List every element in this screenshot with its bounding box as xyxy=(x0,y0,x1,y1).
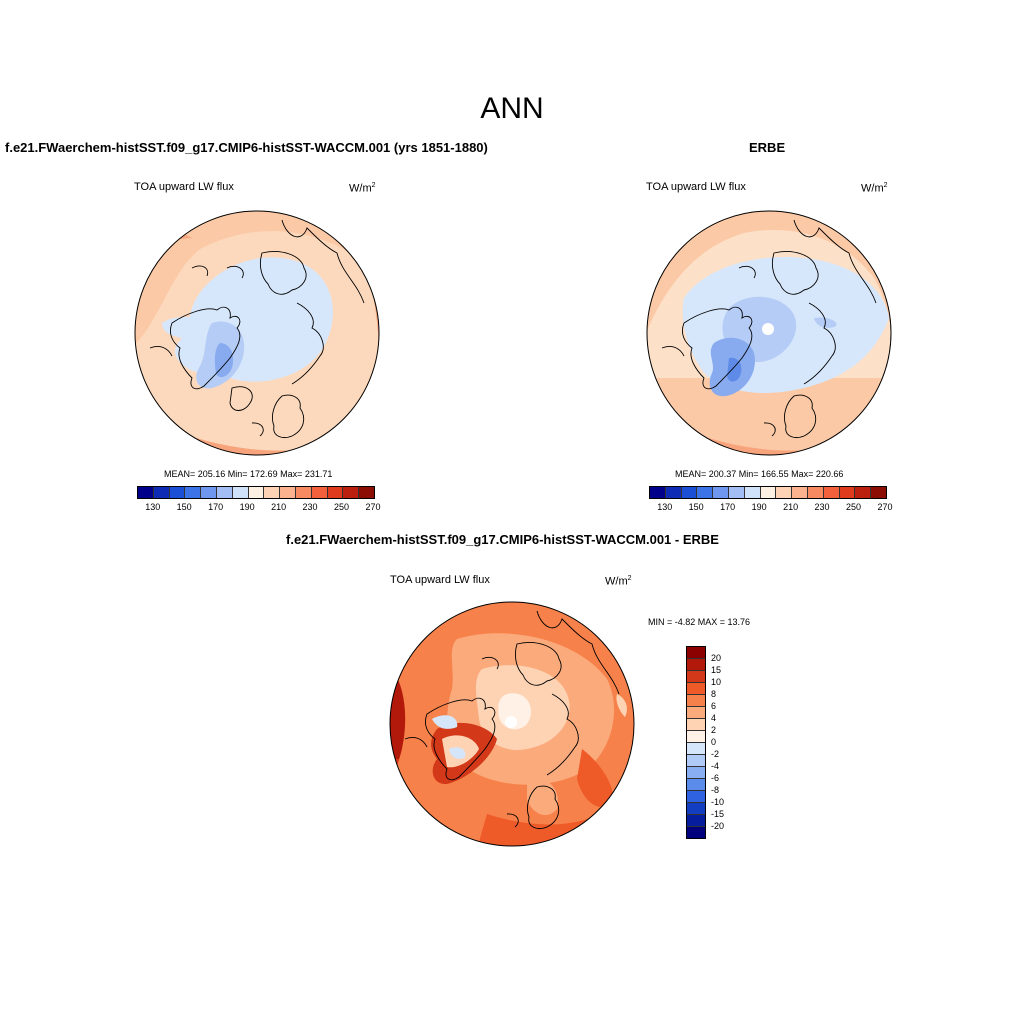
panel-3-colorbar-swatch xyxy=(687,719,705,731)
panel-3-colorbar-swatch xyxy=(687,743,705,755)
panel-3-colorbar xyxy=(686,646,706,839)
panel-3-colorbar-tick-label: 2 xyxy=(711,725,717,735)
panel-1-stats: MEAN= 205.16 Min= 172.69 Max= 231.71 xyxy=(164,469,333,479)
panel-2-colorbar-swatch xyxy=(792,487,808,498)
panel-2-colorbar xyxy=(649,486,887,499)
panel-3-colorbar-tick-label: 20 xyxy=(711,653,722,663)
panel-3-colorbar-tick-label: -2 xyxy=(711,749,720,759)
panel-2-colorbar-swatch xyxy=(650,487,666,498)
panel-2-colorbar-swatch xyxy=(807,487,824,498)
panel-1-units: W/m2 xyxy=(349,182,376,195)
panel-3-colorbar-tick-label: -15 xyxy=(711,809,725,819)
panel-1-colorbar-swatch xyxy=(216,487,233,498)
panel-2-title: ERBE xyxy=(749,140,786,155)
panel-3-colorbar-swatch xyxy=(687,827,705,838)
panel-2-colorbar-tick-label: 170 xyxy=(720,502,736,512)
panel-3-colorbar-tick-label: -20 xyxy=(711,821,725,831)
panel-3-colorbar-ticks: 20 15 10 8 6 4 2 0 -2 -4 -6 -8 -10 -15 -20 xyxy=(709,646,749,846)
panel-1-colorbar-swatch xyxy=(138,487,154,498)
panel-2-colorbar-swatch xyxy=(871,487,886,498)
panel-1-colorbar-tick-label: 150 xyxy=(176,502,192,512)
panel-3-colorbar-tick-label: -6 xyxy=(711,773,720,783)
panel-2-colorbar-swatch xyxy=(665,487,682,498)
panel-3-colorbar-tick-label: 4 xyxy=(711,713,717,723)
panel-3-polar-map xyxy=(389,601,635,847)
panel-1-colorbar-swatch xyxy=(153,487,170,498)
panel-1-colorbar-tick-label: 230 xyxy=(302,502,318,512)
panel-3-colorbar-tick-label: -4 xyxy=(711,761,720,771)
panel-1-colorbar-tick-label: 270 xyxy=(365,502,381,512)
panel-2-colorbar-swatch xyxy=(713,487,729,498)
panel-3-colorbar-tick-label: 10 xyxy=(711,677,722,687)
panel-3-colorbar-swatch xyxy=(687,659,705,671)
panel-2-colorbar-swatch xyxy=(697,487,714,498)
panel-3-colorbar-swatch xyxy=(687,803,705,815)
panel-3-colorbar-swatch xyxy=(687,707,705,719)
panel-3-colorbar-tick-label: 6 xyxy=(711,701,717,711)
panel-2-colorbar-tick-label: 150 xyxy=(688,502,704,512)
panel-2-colorbar-tick-label: 270 xyxy=(877,502,893,512)
panel-3-colorbar-swatch xyxy=(687,767,705,779)
panel-3-colorbar-tick-label: -8 xyxy=(711,785,720,795)
panel-1-colorbar-tick-label: 170 xyxy=(208,502,224,512)
panel-3-colorbar-tick-label: 0 xyxy=(711,737,717,747)
panel-1-colorbar-swatch xyxy=(232,487,249,498)
panel-3-colorbar-swatch xyxy=(687,815,705,827)
panel-1-colorbar-swatch xyxy=(359,487,374,498)
panel-3-colorbar-swatch xyxy=(687,647,705,659)
panel-3-colorbar-swatch xyxy=(687,755,705,767)
panel-2-colorbar-tick-label: 250 xyxy=(846,502,862,512)
panel-2-colorbar-swatch xyxy=(760,487,777,498)
panel-2-variable-label: TOA upward LW flux xyxy=(646,181,746,193)
panel-3-colorbar-swatch xyxy=(687,683,705,695)
panel-1-colorbar-swatch xyxy=(295,487,312,498)
panel-2-colorbar-tick-label: 190 xyxy=(751,502,767,512)
panel-1-colorbar-tick-label: 250 xyxy=(334,502,350,512)
page-title: ANN xyxy=(480,92,544,125)
panel-2-colorbar-tick-label: 210 xyxy=(783,502,799,512)
panel-3-min-max: MIN = -4.82 MAX = 13.76 xyxy=(648,617,751,627)
panel-2-colorbar-swatch xyxy=(823,487,840,498)
panel-1-colorbar-swatch xyxy=(169,487,186,498)
panel-3-colorbar-tick-label: -10 xyxy=(711,797,725,807)
panel-1-polar-map xyxy=(134,210,380,456)
panel-3-colorbar-swatch xyxy=(687,731,705,743)
panel-1-colorbar-swatch xyxy=(264,487,281,498)
panel-2-colorbar-tick-label: 230 xyxy=(814,502,830,512)
panel-1-colorbar-swatch xyxy=(185,487,202,498)
panel-1-colorbar-tick-label: 190 xyxy=(239,502,255,512)
panel-2-polar-map xyxy=(646,210,892,456)
panel-2-colorbar-swatch xyxy=(776,487,793,498)
panel-1-colorbar-swatch xyxy=(311,487,328,498)
panel-2-units: W/m2 xyxy=(861,182,888,195)
panel-1-colorbar-tick-label: 130 xyxy=(145,502,161,512)
panel-1-colorbar xyxy=(137,486,375,499)
panel-2-colorbar-swatch xyxy=(839,487,856,498)
panel-1-colorbar-swatch xyxy=(343,487,360,498)
panel-3-colorbar-swatch xyxy=(687,779,705,791)
panel-3-title: f.e21.FWaerchem-histSST.f09_g17.CMIP6-hi… xyxy=(286,532,719,547)
panel-1-colorbar-tick-label: 210 xyxy=(271,502,287,512)
panel-3-colorbar-swatch xyxy=(687,671,705,683)
panel-3-colorbar-tick-label: 8 xyxy=(711,689,717,699)
panel-3-colorbar-swatch xyxy=(687,791,705,803)
panel-1-colorbar-swatch xyxy=(280,487,296,498)
panel-1-colorbar-swatch xyxy=(327,487,344,498)
panel-2-colorbar-swatch xyxy=(681,487,698,498)
panel-3-variable-label: TOA upward LW flux xyxy=(390,574,490,586)
panel-2-colorbar-ticks: 130 150 170 190 210 230 250 270 xyxy=(649,502,892,514)
panel-1-colorbar-swatch xyxy=(201,487,217,498)
panel-2-colorbar-swatch xyxy=(855,487,872,498)
panel-2-colorbar-tick-label: 130 xyxy=(657,502,673,512)
panel-2-stats: MEAN= 200.37 Min= 166.55 Max= 220.66 xyxy=(675,469,844,479)
panel-2-colorbar-swatch xyxy=(728,487,745,498)
panel-3-colorbar-swatch xyxy=(687,695,705,707)
panel-3-units: W/m2 xyxy=(605,575,632,588)
panel-2-colorbar-swatch xyxy=(744,487,761,498)
panel-1-title: f.e21.FWaerchem-histSST.f09_g17.CMIP6-hi… xyxy=(5,140,488,155)
panel-1-variable-label: TOA upward LW flux xyxy=(134,181,234,193)
panel-1-colorbar-swatch xyxy=(248,487,265,498)
panel-3-colorbar-tick-label: 15 xyxy=(711,665,722,675)
panel-1-colorbar-ticks: 130 150 170 190 210 230 250 270 xyxy=(137,502,380,514)
